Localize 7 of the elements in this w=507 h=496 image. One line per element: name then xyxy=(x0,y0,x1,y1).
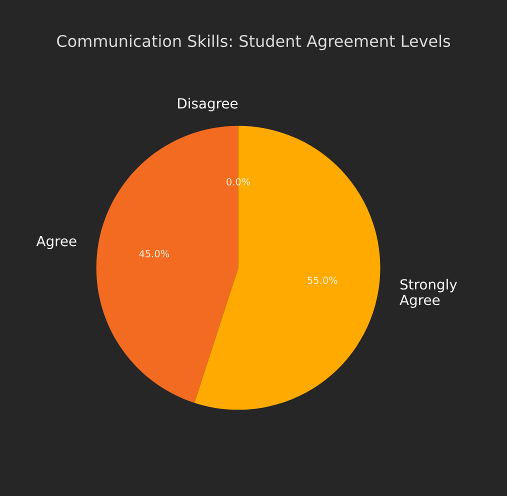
text: 0.0% xyxy=(226,178,250,186)
slice-label: Strongly Agree xyxy=(400,278,457,308)
data-label: 45.0% xyxy=(139,250,170,258)
data-label: 55.0% xyxy=(308,276,338,284)
chart-title: Communication Skills: Student Agreement Levels xyxy=(57,34,450,50)
slice-label: Agree xyxy=(36,236,76,250)
category-label: Disagree xyxy=(178,98,238,112)
